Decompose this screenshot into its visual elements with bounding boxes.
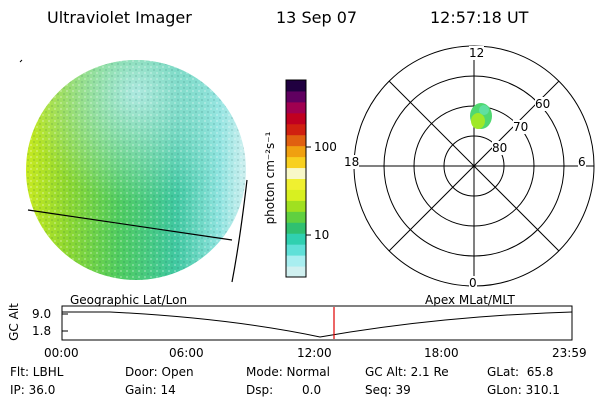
gc-alt-axis-label: GC Alt [7, 303, 21, 341]
color-bar-band [286, 145, 306, 158]
instrument-title: Ultraviolet Imager [47, 8, 192, 27]
polar-plot [353, 45, 595, 287]
gain-info: Gain: 14 [125, 383, 176, 397]
color-bar-band [286, 255, 306, 267]
y-tick-1-8: 1.8 [32, 324, 52, 338]
dsp-label: Dsp: [246, 383, 274, 397]
mode-info: Mode: Normal [246, 365, 330, 379]
earth-image [19, 59, 248, 283]
lat-label-70: 70 [513, 120, 529, 134]
date-label: 13 Sep 07 [276, 8, 358, 27]
color-bar-band [286, 244, 306, 256]
y-tick-9: 9.0 [32, 307, 52, 321]
seq-info: Seq: 39 [365, 383, 411, 397]
color-bar-band [286, 156, 306, 169]
color-bar-band [286, 266, 306, 278]
color-bar [286, 80, 306, 278]
glon-info: GLon: 310.1 [487, 383, 560, 397]
gc-alt-info: GC Alt: 2.1 Re [365, 365, 449, 379]
color-bar-band [286, 123, 306, 136]
color-bar-band [286, 167, 306, 179]
mlt-label-18: 18 [344, 155, 360, 169]
mlt-label-6: 6 [578, 155, 586, 169]
color-bar-band [286, 211, 306, 223]
time-label: 12:57:18 UT [430, 8, 529, 27]
color-bar-band [286, 178, 306, 190]
dsp-value: 0.0 [302, 383, 322, 397]
color-bar-band [286, 189, 306, 201]
color-bar-band [286, 80, 306, 92]
timeline-plot [61, 305, 573, 341]
ip-info: IP: 36.0 [10, 383, 56, 397]
colorbar-unit-label: photon cm⁻²s⁻¹ [263, 131, 277, 225]
limb-arc [231, 179, 248, 283]
terminator-line [27, 209, 233, 241]
color-bar-band [286, 233, 306, 245]
flt-info: Flt: LBHL [10, 365, 64, 379]
mlt-label-12: 12 [469, 46, 485, 60]
colorbar-tick-100: 100 [314, 140, 337, 154]
door-info: Door: Open [125, 365, 194, 379]
color-bar-band [286, 112, 306, 125]
color-bar-band [286, 134, 306, 147]
x-tick-1800: 18:00 [424, 346, 459, 360]
color-bar-band [286, 90, 306, 103]
mlt-label-0: 0 [469, 276, 477, 290]
color-bar-band [286, 222, 306, 234]
x-tick-2359: 23:59 [552, 346, 587, 360]
x-tick-1200: 12:00 [297, 346, 332, 360]
glat-info: GLat: 65.8 [487, 365, 554, 379]
color-bar-frame [285, 79, 307, 278]
lat-label-80: 80 [492, 141, 508, 155]
colorbar-tick-10: 10 [314, 228, 330, 242]
lat-label-60: 60 [535, 97, 551, 111]
x-tick-0000: 00:00 [44, 346, 79, 360]
geographic-label: Geographic Lat/Lon [70, 293, 188, 307]
apex-label: Apex MLat/MLT [425, 293, 515, 307]
color-bar-band [286, 200, 306, 212]
altitude-curve [62, 311, 573, 338]
color-bar-band [286, 101, 306, 114]
x-tick-0600: 06:00 [169, 346, 204, 360]
